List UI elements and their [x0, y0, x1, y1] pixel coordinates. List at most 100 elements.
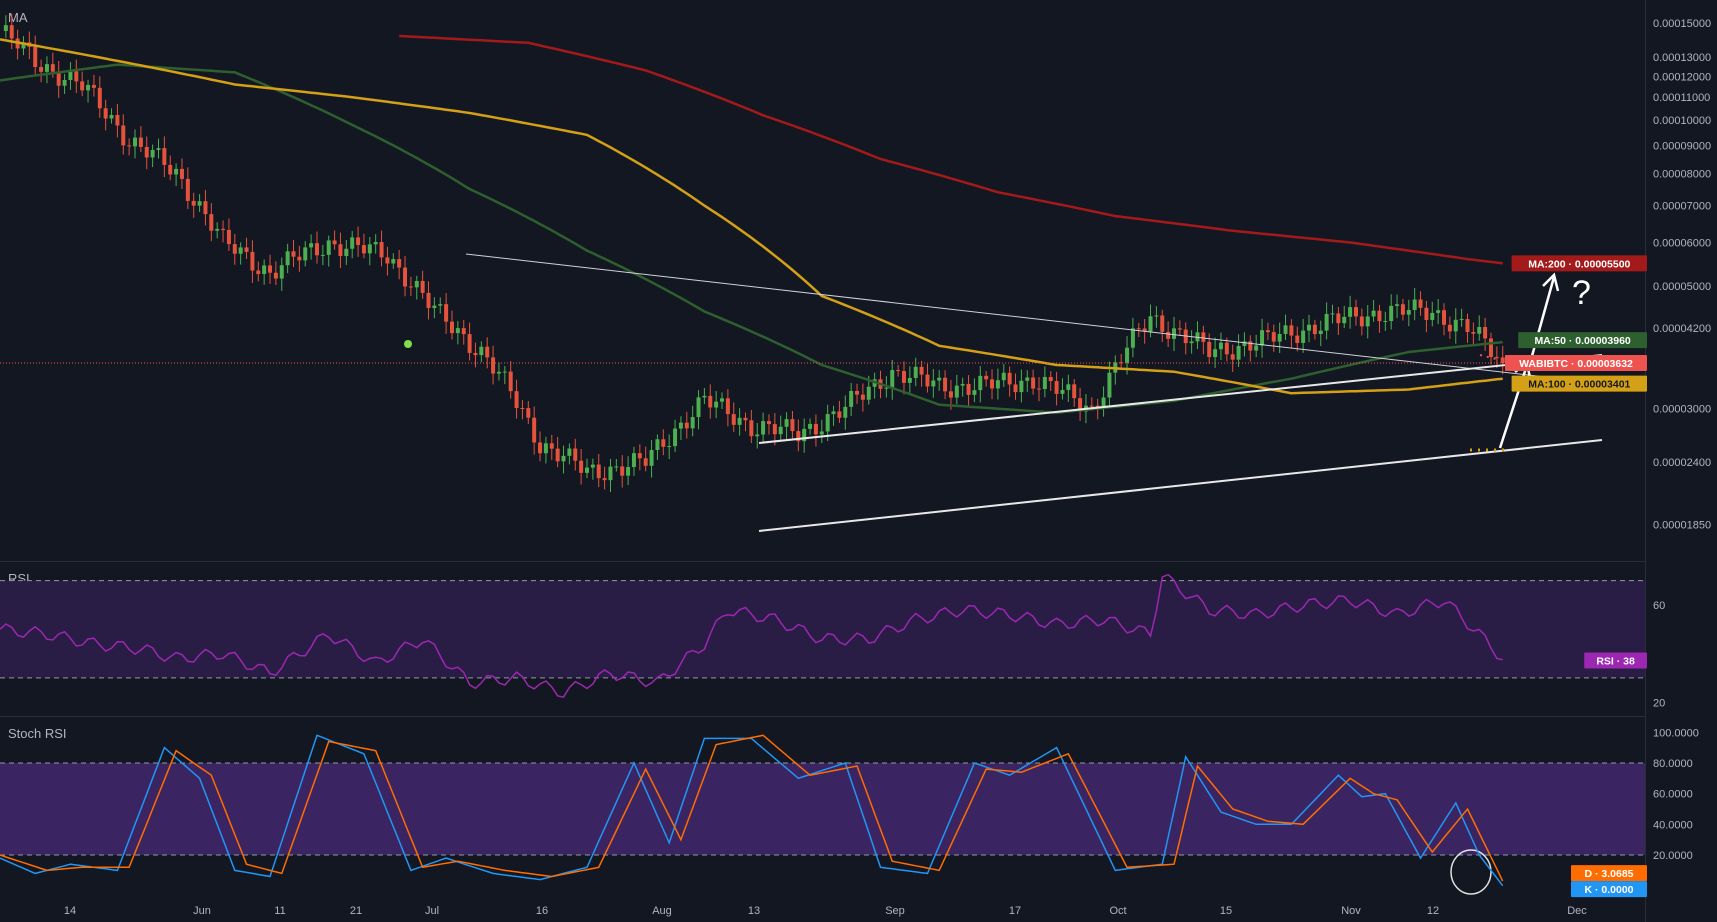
candle-body	[297, 256, 302, 261]
candle-body	[1365, 316, 1370, 327]
candle-body	[1042, 376, 1047, 390]
candle-body	[943, 377, 948, 392]
candle-body	[80, 81, 85, 91]
moving-average-lines	[0, 34, 1503, 414]
candle-body	[338, 244, 343, 257]
candle-body	[420, 280, 425, 293]
candle-body	[1154, 315, 1159, 317]
candle-body	[708, 395, 713, 408]
candle-body	[802, 428, 807, 442]
candle-body	[1013, 384, 1018, 393]
drawings: ?	[404, 253, 1643, 895]
price-tick-label: 0.00006000	[1653, 238, 1711, 250]
candle-body	[813, 423, 818, 435]
candle-body	[1289, 325, 1294, 336]
price-tick-label: 0.00010000	[1653, 115, 1711, 127]
candle-body	[109, 114, 114, 119]
stoch-tick-label: 100.0000	[1653, 727, 1699, 739]
price-tick-label: 0.00004200	[1653, 323, 1711, 335]
time-tick-label: 12	[1427, 905, 1439, 917]
candle-body	[50, 64, 55, 72]
candle-body	[232, 244, 237, 254]
candle-body	[291, 251, 296, 257]
candle-body	[913, 366, 918, 378]
candle-body	[238, 247, 243, 254]
candle-body	[678, 422, 683, 429]
candle-body	[1236, 345, 1241, 360]
candle-body	[890, 370, 895, 388]
time-tick-label: Aug	[652, 905, 672, 917]
candle-body	[1312, 324, 1317, 335]
candle-body	[626, 467, 631, 476]
candle-body	[532, 417, 537, 443]
channel-upper-line[interactable]	[758, 354, 1603, 444]
candle-body	[397, 259, 402, 268]
candle-body	[749, 420, 754, 437]
candle-body	[268, 265, 273, 273]
candle-body	[1488, 338, 1493, 357]
candle-body	[414, 280, 419, 288]
channel-lower-line[interactable]	[758, 439, 1603, 532]
candle-body	[350, 237, 355, 249]
candle-body	[1242, 341, 1247, 346]
candle-body	[1318, 330, 1323, 335]
candle-body	[179, 168, 184, 179]
candle-body	[561, 455, 566, 462]
rsi-line	[0, 573, 1503, 699]
candle-body	[1277, 333, 1282, 342]
rsi-badge-text: RSI · 38	[1596, 655, 1635, 667]
descending-trendline[interactable]	[465, 253, 1643, 389]
candle-body	[1377, 310, 1382, 322]
candle-body	[1224, 342, 1229, 355]
candle-body	[990, 379, 995, 389]
candle-body	[1307, 324, 1312, 331]
stoch-tick-label: 20.0000	[1653, 850, 1693, 862]
candle-body	[1036, 388, 1041, 390]
candle-body	[467, 334, 472, 353]
stoch-k-badge-text: K · 0.0000	[1584, 884, 1633, 896]
candle-body	[1295, 335, 1300, 343]
candle-body	[1471, 332, 1476, 334]
value-badges: MA:200 · 0.00005500 MA:50 · 0.00003960 WAB…	[1505, 255, 1647, 898]
candle-body	[68, 71, 73, 80]
candle-body	[743, 417, 748, 421]
candle-body	[937, 377, 942, 381]
price-tick-label: 0.00002400	[1653, 457, 1711, 469]
candle-body	[320, 254, 325, 256]
candle-body	[1119, 362, 1124, 364]
candle-body	[737, 417, 742, 425]
candle-body	[1406, 310, 1411, 315]
candle-body	[332, 240, 337, 245]
price-tick-label: 0.00013000	[1653, 52, 1711, 64]
candle-body	[831, 411, 836, 415]
candle-body	[661, 439, 666, 447]
candle-body	[1477, 327, 1482, 334]
candle-body	[637, 453, 642, 459]
time-axis-ticks: 14 Jun 11 21 Jul 16 Aug 13 Sep 17 Oct 15 Nov 12 Dec	[64, 905, 1587, 917]
candle-body	[543, 443, 548, 454]
candle-body	[573, 448, 578, 461]
candle-body	[714, 401, 719, 408]
price-tick-label: 0.00015000	[1653, 18, 1711, 30]
time-tick-label: 14	[64, 905, 76, 917]
candle-body	[62, 79, 67, 86]
candle-body	[526, 408, 531, 418]
candle-body	[860, 394, 865, 400]
candle-body	[1072, 384, 1077, 399]
candle-body	[1400, 304, 1405, 315]
candle-body	[97, 87, 102, 109]
candle-body	[966, 383, 971, 395]
candle-body	[1078, 398, 1083, 412]
candle-body	[1007, 372, 1012, 385]
time-tick-label: 13	[748, 905, 760, 917]
rsi-band	[0, 580, 1645, 678]
candle-body	[385, 257, 390, 264]
candle-body	[907, 377, 912, 383]
rsi-badge-bg	[1584, 652, 1647, 669]
candle-body	[44, 64, 49, 72]
candle-body	[978, 375, 983, 391]
candle-body	[174, 168, 179, 175]
candle-body	[1172, 328, 1176, 339]
candle-body	[91, 84, 96, 88]
